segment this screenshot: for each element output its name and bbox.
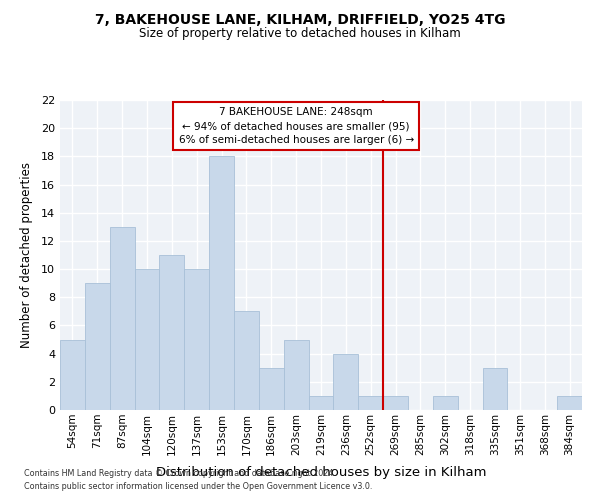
Text: Contains public sector information licensed under the Open Government Licence v3: Contains public sector information licen… — [24, 482, 373, 491]
Bar — [259, 368, 284, 410]
Bar — [383, 396, 408, 410]
Bar — [234, 312, 259, 410]
Bar — [482, 368, 508, 410]
Bar — [184, 269, 209, 410]
Bar — [358, 396, 383, 410]
Bar — [60, 340, 85, 410]
Bar — [308, 396, 334, 410]
Bar — [134, 269, 160, 410]
Bar — [284, 340, 308, 410]
X-axis label: Distribution of detached houses by size in Kilham: Distribution of detached houses by size … — [156, 466, 486, 479]
Bar — [557, 396, 582, 410]
Bar — [334, 354, 358, 410]
Bar — [209, 156, 234, 410]
Text: 7 BAKEHOUSE LANE: 248sqm
← 94% of detached houses are smaller (95)
6% of semi-de: 7 BAKEHOUSE LANE: 248sqm ← 94% of detach… — [179, 107, 414, 145]
Bar — [85, 283, 110, 410]
Bar — [160, 255, 184, 410]
Bar — [110, 227, 134, 410]
Text: Contains HM Land Registry data © Crown copyright and database right 2024.: Contains HM Land Registry data © Crown c… — [24, 468, 336, 477]
Y-axis label: Number of detached properties: Number of detached properties — [20, 162, 32, 348]
Text: Size of property relative to detached houses in Kilham: Size of property relative to detached ho… — [139, 28, 461, 40]
Bar — [433, 396, 458, 410]
Text: 7, BAKEHOUSE LANE, KILHAM, DRIFFIELD, YO25 4TG: 7, BAKEHOUSE LANE, KILHAM, DRIFFIELD, YO… — [95, 12, 505, 26]
